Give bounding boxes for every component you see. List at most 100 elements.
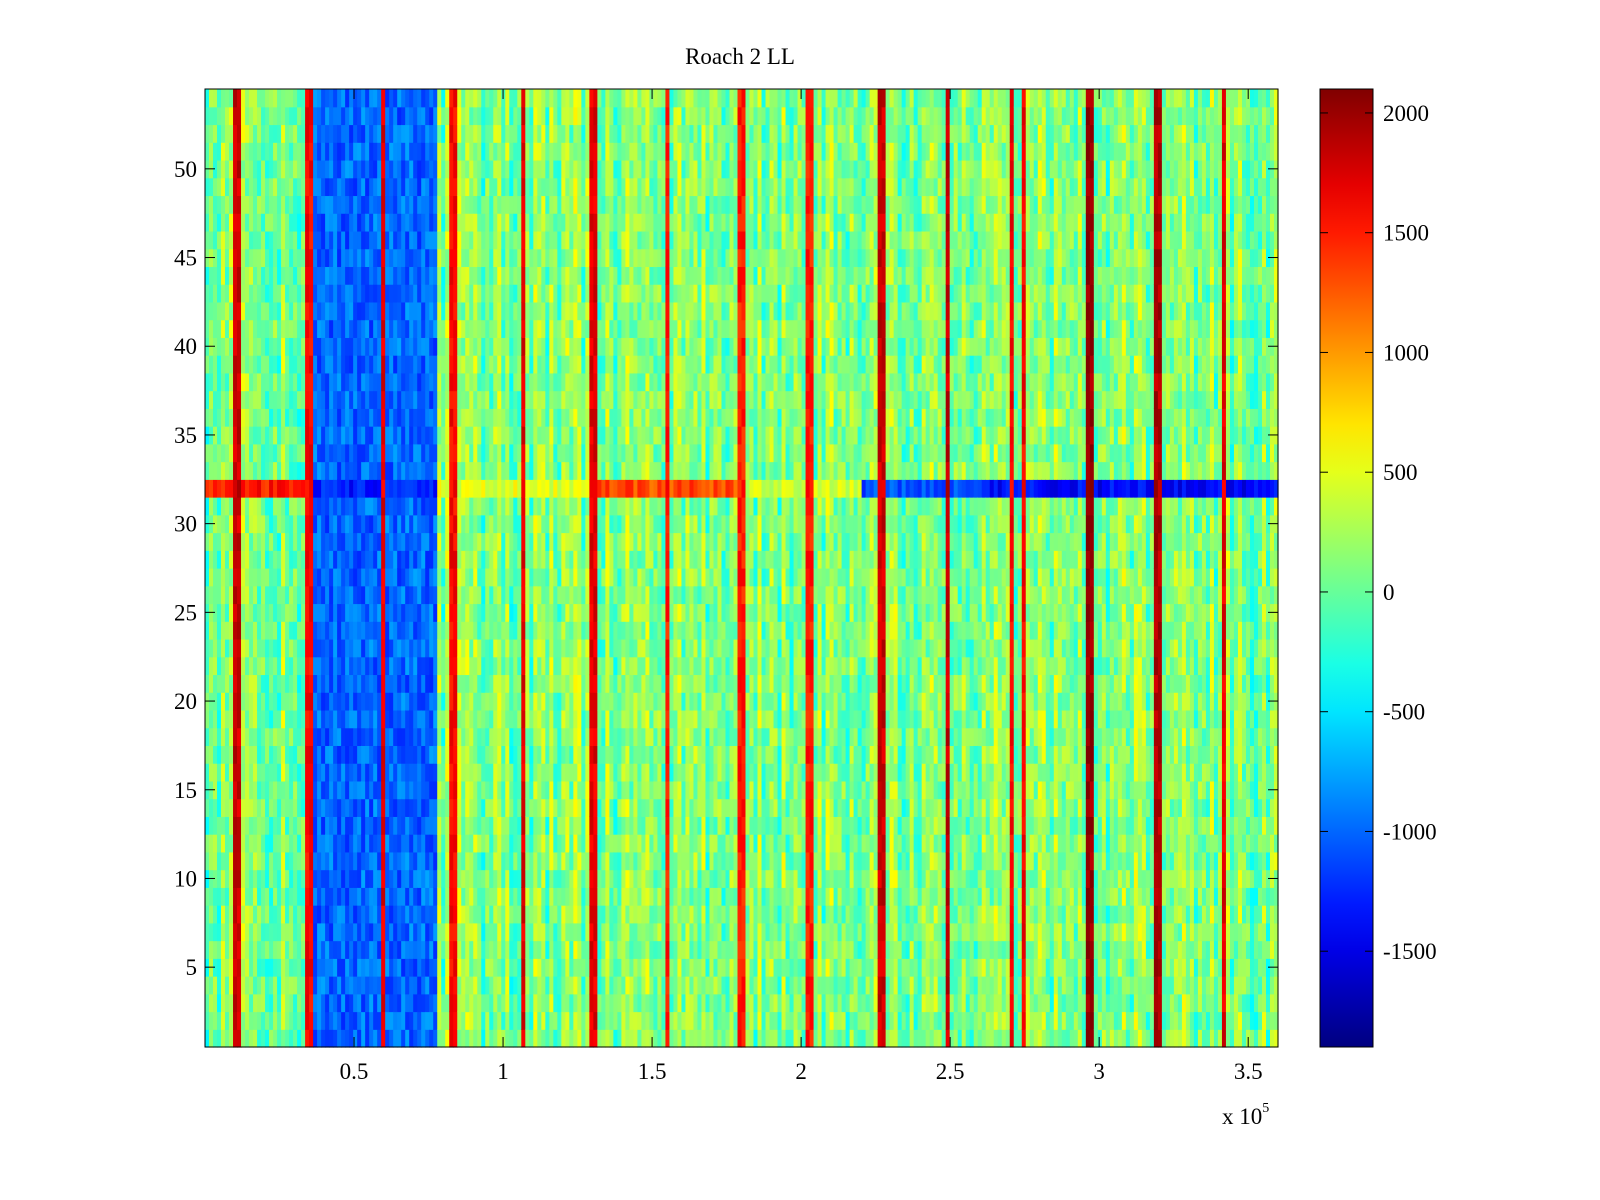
heatmap-cell [473, 940, 478, 959]
heatmap-cell [569, 390, 574, 409]
heatmap-cell [481, 461, 486, 480]
heatmap-cell [357, 692, 362, 711]
heatmap-cell [313, 585, 318, 605]
heatmap-cell [249, 834, 254, 853]
heatmap-cell [373, 656, 378, 676]
heatmap-cell [469, 284, 474, 303]
heatmap-cell [393, 674, 398, 693]
heatmap-cell [297, 1029, 302, 1048]
heatmap-cell [265, 159, 270, 179]
heatmap-cell [493, 763, 498, 782]
heatmap-cell [549, 780, 554, 800]
heatmap-cell [361, 780, 366, 800]
heatmap-cell [217, 621, 222, 640]
heatmap-cell [529, 851, 534, 871]
heatmap-cell [541, 230, 546, 250]
heatmap-cell [217, 568, 222, 587]
heatmap-cell [501, 124, 506, 143]
heatmap-cell [557, 479, 562, 498]
heatmap-cell [333, 230, 338, 250]
heatmap-cell [517, 763, 522, 782]
heatmap-cell [469, 514, 474, 534]
heatmap-cell [373, 1029, 378, 1048]
heatmap-cell [489, 230, 494, 250]
heatmap-cell [493, 709, 498, 729]
heatmap-cell [529, 638, 534, 658]
heatmap-cell [449, 585, 454, 605]
heatmap-cell [241, 532, 246, 551]
heatmap-cell [505, 1029, 510, 1048]
heatmap-cell [441, 479, 446, 498]
heatmap-cell [365, 905, 370, 924]
heatmap-cell [433, 230, 438, 250]
heatmap-cell [221, 408, 226, 427]
heatmap-cell [405, 497, 410, 516]
heatmap-cell [445, 142, 450, 161]
heatmap-cell [217, 780, 222, 800]
heatmap-cell [349, 390, 354, 409]
heatmap-cell [285, 603, 290, 622]
heatmap-cell [241, 479, 246, 498]
heatmap-cell [377, 674, 382, 693]
heatmap-cell [545, 585, 550, 605]
heatmap-cell [381, 443, 386, 463]
heatmap-cell [305, 727, 310, 747]
heatmap-cell [281, 1029, 286, 1048]
heatmap-cell [221, 745, 226, 764]
heatmap-cell [249, 106, 254, 126]
heatmap-cell [449, 798, 454, 817]
heatmap-cell [257, 461, 262, 480]
heatmap-cell [525, 248, 530, 268]
heatmap-cell [509, 266, 514, 285]
heatmap-cell [429, 621, 434, 640]
heatmap-cell [497, 763, 502, 782]
heatmap-cell [573, 798, 578, 817]
heatmap-cell [541, 390, 546, 409]
heatmap-cell [297, 213, 302, 232]
heatmap-cell [405, 124, 410, 143]
heatmap-cell [237, 709, 242, 729]
heatmap-cell [457, 1011, 462, 1030]
heatmap-cell [421, 674, 426, 693]
heatmap-cell [297, 550, 302, 569]
heatmap-cell [221, 142, 226, 161]
heatmap-cell [525, 638, 530, 658]
heatmap-cell [245, 958, 250, 977]
heatmap-cell [261, 355, 266, 374]
heatmap-cell [433, 355, 438, 374]
heatmap-cell [409, 106, 414, 126]
heatmap-cell [525, 266, 530, 285]
heatmap-cell [325, 922, 330, 942]
heatmap-cell [265, 195, 270, 214]
heatmap-cell [457, 532, 462, 551]
heatmap-cell [485, 426, 490, 445]
heatmap-cell [313, 337, 318, 356]
heatmap-cell [541, 976, 546, 995]
heatmap-cell [333, 532, 338, 551]
heatmap-cell [477, 905, 482, 924]
heatmap-cell [253, 887, 258, 906]
heatmap-cell [389, 958, 394, 977]
heatmap-cell [257, 851, 262, 871]
heatmap-cell [233, 532, 238, 551]
heatmap-cell [245, 905, 250, 924]
heatmap-cell [289, 461, 294, 480]
heatmap-cell [237, 674, 242, 693]
heatmap-cell [545, 390, 550, 409]
heatmap-cell [513, 993, 518, 1013]
heatmap-cell [529, 816, 534, 835]
heatmap-cell [549, 940, 554, 959]
heatmap-cell [477, 106, 482, 126]
heatmap-cell [397, 213, 402, 232]
heatmap-cell [453, 426, 458, 445]
heatmap-cell [437, 532, 442, 551]
heatmap-cell [513, 745, 518, 764]
heatmap-cell [317, 248, 322, 268]
heatmap-cell [265, 284, 270, 303]
heatmap-cell [509, 851, 514, 871]
heatmap-cell [565, 213, 570, 232]
heatmap-cell [553, 142, 558, 161]
heatmap-cell [561, 532, 566, 551]
heatmap-cell [381, 230, 386, 250]
heatmap-cell [221, 1011, 226, 1030]
